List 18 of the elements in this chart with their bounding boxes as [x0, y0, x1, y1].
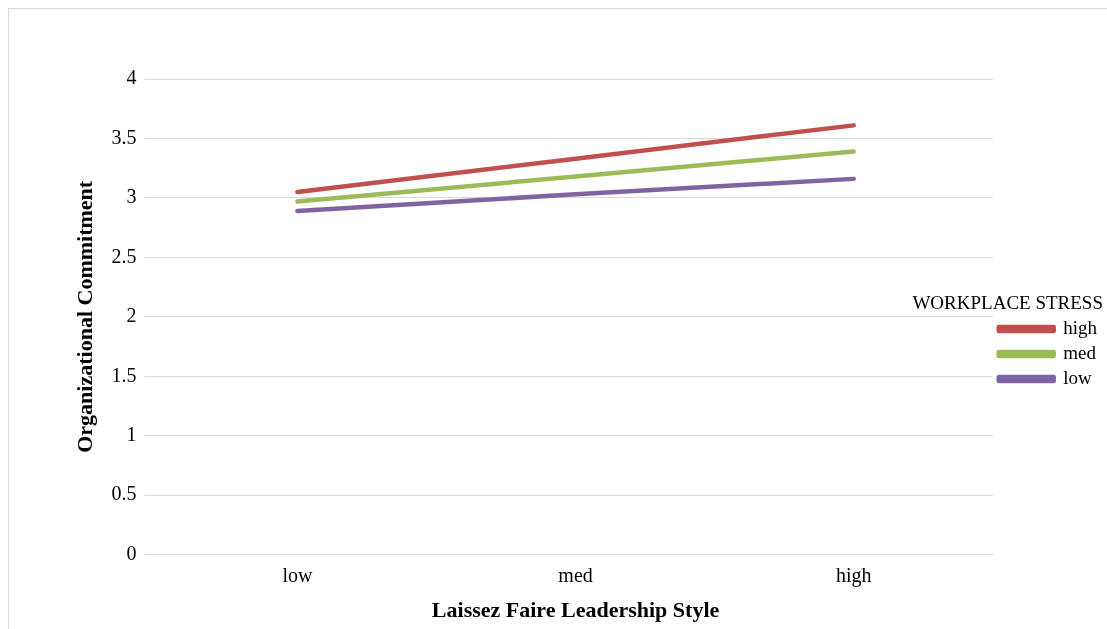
- y-axis-title: Organizational Commitment: [71, 180, 97, 453]
- y-tick-label: 3: [126, 185, 137, 208]
- x-tick-label: low: [282, 563, 314, 586]
- y-tick-label: 4: [126, 66, 137, 89]
- legend-label: med: [1063, 341, 1097, 363]
- y-tick-label: 1: [126, 422, 137, 445]
- legend-label: high: [1063, 316, 1098, 338]
- y-tick-label: 2.5: [111, 244, 137, 267]
- x-axis-title: Laissez Faire Leadership Style: [431, 597, 720, 623]
- y-tick-label: 0.5: [111, 482, 137, 505]
- y-tick-label: 1.5: [111, 363, 137, 386]
- y-tick-label: 3.5: [111, 125, 137, 148]
- legend-label: low: [1063, 366, 1092, 388]
- y-tick-label: 0: [126, 541, 137, 564]
- legend-title: WORKPLACE STRESS: [912, 291, 1103, 313]
- x-tick-label: med: [558, 563, 593, 586]
- x-tick-label: high: [835, 563, 872, 587]
- y-tick-label: 2: [126, 304, 137, 327]
